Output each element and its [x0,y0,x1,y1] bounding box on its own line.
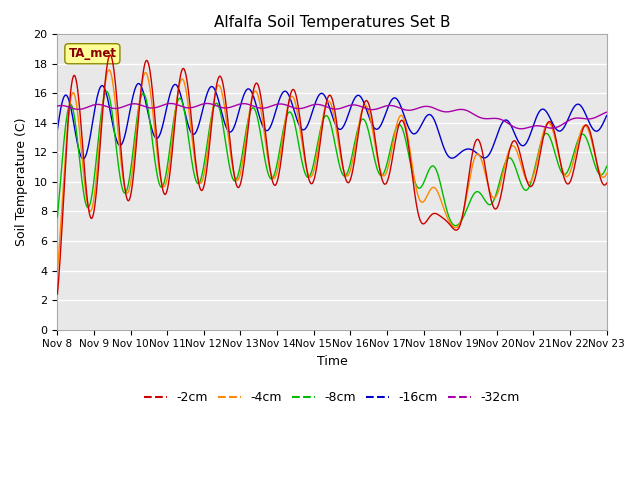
X-axis label: Time: Time [317,355,348,368]
Text: TA_met: TA_met [68,47,116,60]
Legend: -2cm, -4cm, -8cm, -16cm, -32cm: -2cm, -4cm, -8cm, -16cm, -32cm [139,386,525,409]
Title: Alfalfa Soil Temperatures Set B: Alfalfa Soil Temperatures Set B [214,15,451,30]
Y-axis label: Soil Temperature (C): Soil Temperature (C) [15,118,28,246]
